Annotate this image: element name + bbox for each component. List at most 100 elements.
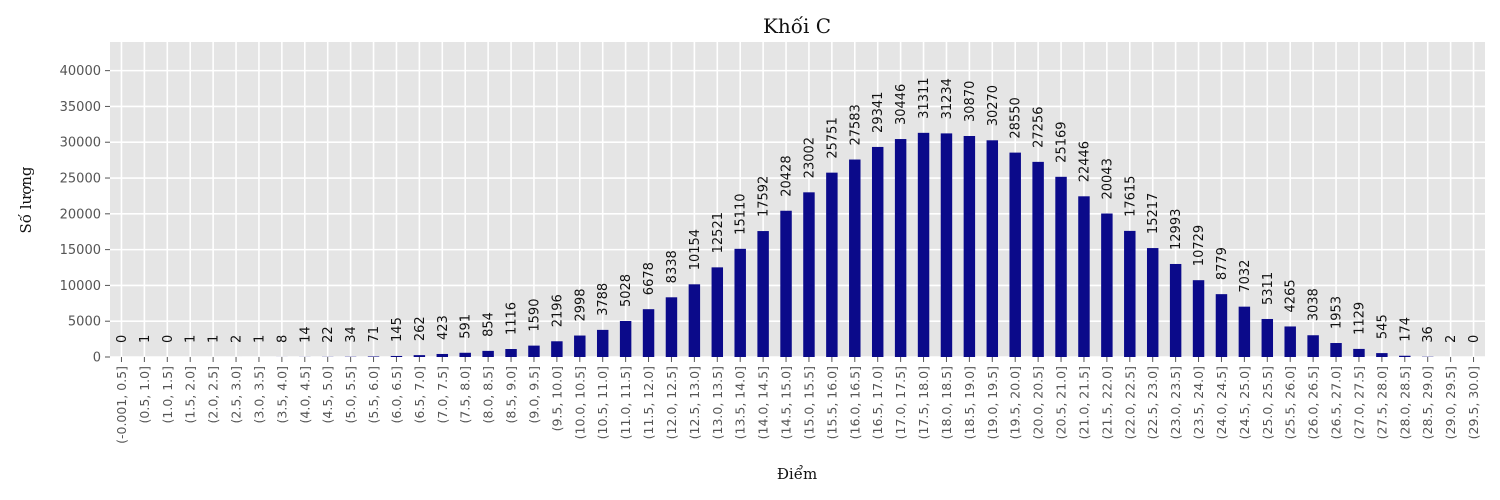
- x-tick-label: (19.0, 19.5]: [985, 366, 1000, 439]
- data-label: 25169: [1055, 121, 1070, 162]
- bar: [1307, 335, 1319, 357]
- x-tick-label: (14.5, 15.0]: [779, 366, 794, 439]
- data-label: 1: [207, 335, 222, 343]
- x-tick-label: (23.0, 23.5]: [1168, 366, 1183, 439]
- bar: [551, 341, 563, 357]
- x-tick-label: (5.0, 5.5]: [343, 366, 358, 423]
- data-label: 854: [482, 312, 497, 337]
- x-tick-label: (3.5, 4.0]: [274, 366, 289, 423]
- data-label: 31311: [917, 77, 932, 118]
- data-label: 0: [115, 335, 130, 343]
- data-label: 10154: [688, 229, 703, 270]
- x-tick-label: (0.5, 1.0]: [137, 366, 152, 423]
- x-tick-label: (15.0, 15.5]: [801, 366, 816, 439]
- bar: [803, 192, 815, 357]
- bar: [1399, 355, 1411, 357]
- data-label: 2: [230, 335, 245, 343]
- data-labels: 0 1 0 1 1 2 1 8 14 22 34 71 145 262 423 591 854 1116 1590 2…: [115, 77, 1482, 343]
- x-tick-label: (5.5, 6.0]: [366, 366, 381, 423]
- x-tick-label: (17.5, 18.0]: [916, 366, 931, 439]
- bar: [1238, 306, 1251, 357]
- x-tick-label: (16.5, 17.0]: [870, 366, 885, 439]
- x-tick-label: (21.5, 22.0]: [1099, 366, 1114, 439]
- x-tick-label: (18.0, 18.5]: [939, 366, 954, 439]
- data-label: 2: [1444, 335, 1459, 343]
- x-tick-label: (1.5, 2.0]: [183, 366, 198, 423]
- bar: [1169, 263, 1182, 357]
- x-tick-label: (27.0, 27.5]: [1351, 366, 1366, 439]
- bar: [1284, 326, 1296, 357]
- data-label: 2196: [550, 294, 565, 327]
- x-tick-label: (26.5, 27.0]: [1329, 366, 1344, 439]
- bar: [482, 350, 494, 357]
- bar: [1261, 318, 1274, 357]
- x-tick-label: (10.5, 11.0]: [595, 366, 610, 439]
- x-tick-label: (24.5, 25.0]: [1237, 366, 1252, 439]
- data-label: 7032: [1238, 260, 1253, 293]
- bar: [917, 132, 930, 357]
- data-label: 174: [1398, 317, 1413, 342]
- x-tick-label: (12.5, 13.0]: [687, 366, 702, 439]
- data-label: 30270: [986, 85, 1001, 126]
- data-label: 591: [459, 314, 474, 339]
- bar: [1353, 348, 1365, 357]
- x-tick-label: (2.5, 3.0]: [229, 366, 244, 423]
- x-tick-label: (27.5, 28.0]: [1374, 366, 1389, 439]
- data-label: 12521: [711, 212, 726, 253]
- x-tick-labels: (-0.001, 0.5] (0.5, 1.0] (1.0, 1.5] (1.5, 2…: [114, 357, 1481, 444]
- bar: [940, 133, 953, 357]
- bar: [1192, 280, 1205, 357]
- x-tick-label: (6.5, 7.0]: [412, 366, 427, 423]
- x-tick-label: (7.0, 7.5]: [435, 366, 450, 423]
- data-label: 15110: [734, 193, 749, 234]
- bars: [138, 132, 1457, 357]
- x-tick-label: (13.5, 14.0]: [733, 366, 748, 439]
- data-label: 8: [275, 335, 290, 343]
- bar: [780, 210, 792, 357]
- plot-background: [110, 42, 1485, 357]
- bar: [596, 329, 609, 357]
- x-tick-label: (26.0, 26.5]: [1306, 366, 1321, 439]
- x-tick-label: (24.0, 24.5]: [1214, 366, 1229, 439]
- data-label: 15217: [1146, 193, 1161, 234]
- data-label: 1129: [1352, 302, 1367, 335]
- data-label: 23002: [802, 137, 817, 178]
- x-tick-label: (18.5, 19.0]: [962, 366, 977, 439]
- x-tick-label: (29.5, 30.0]: [1466, 366, 1481, 439]
- bar: [1009, 152, 1021, 357]
- bar: [757, 231, 769, 357]
- bar: [1055, 176, 1067, 357]
- bar: [528, 345, 540, 357]
- y-tick-labels: 0 5000 10000 15000 20000 25000 30000 35000 40000: [60, 64, 110, 366]
- y-axis-label: Số lượng: [17, 166, 35, 233]
- y-tick-label: 5000: [68, 315, 101, 330]
- x-tick-label: (12.0, 12.5]: [664, 366, 679, 439]
- x-tick-label: (15.5, 16.0]: [824, 366, 839, 439]
- x-tick-label: (2.0, 2.5]: [206, 366, 221, 423]
- data-label: 8779: [1215, 247, 1230, 280]
- data-label: 423: [436, 315, 451, 340]
- x-tick-label: (-0.001, 0.5]: [114, 366, 129, 444]
- data-label: 29341: [871, 92, 886, 133]
- bar: [1215, 294, 1228, 357]
- data-label: 2998: [573, 288, 588, 321]
- x-tick-label: (22.0, 22.5]: [1122, 366, 1137, 439]
- x-tick-label: (3.0, 3.5]: [251, 366, 266, 423]
- data-label: 17615: [1123, 176, 1138, 217]
- x-tick-label: (9.5, 10.0]: [549, 366, 564, 431]
- data-label: 145: [390, 317, 405, 342]
- x-tick-label: (20.5, 21.0]: [1054, 366, 1069, 439]
- bar: [459, 352, 471, 357]
- data-label: 30446: [894, 84, 909, 125]
- data-label: 20428: [780, 155, 795, 196]
- data-label: 28550: [1009, 97, 1024, 138]
- x-tick-label: (11.5, 12.0]: [641, 366, 656, 439]
- data-label: 1116: [505, 302, 520, 335]
- x-tick-label: (19.5, 20.0]: [1008, 366, 1023, 439]
- x-tick-label: (8.0, 8.5]: [481, 366, 496, 423]
- x-tick-label: (11.0, 11.5]: [618, 366, 633, 439]
- bar: [367, 356, 380, 357]
- bar: [1124, 230, 1136, 357]
- bar: [436, 353, 449, 357]
